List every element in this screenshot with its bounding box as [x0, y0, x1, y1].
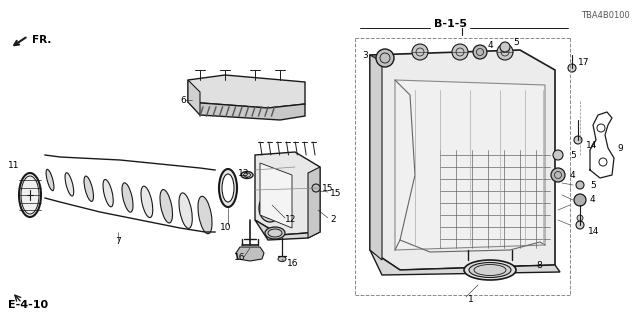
- Text: FR.: FR.: [32, 35, 51, 45]
- Text: TBA4B0100: TBA4B0100: [581, 11, 630, 20]
- Polygon shape: [255, 152, 320, 235]
- Ellipse shape: [84, 176, 93, 201]
- Text: 14: 14: [588, 228, 600, 236]
- Polygon shape: [370, 50, 555, 270]
- Ellipse shape: [103, 180, 113, 207]
- Circle shape: [473, 45, 487, 59]
- Ellipse shape: [179, 193, 192, 228]
- Text: 17: 17: [578, 58, 589, 67]
- Ellipse shape: [219, 169, 237, 207]
- Circle shape: [576, 221, 584, 229]
- Circle shape: [597, 124, 605, 132]
- Ellipse shape: [222, 174, 234, 202]
- Text: 9: 9: [617, 143, 623, 153]
- Text: 15: 15: [330, 188, 342, 197]
- Circle shape: [412, 44, 428, 60]
- Polygon shape: [370, 250, 560, 275]
- Circle shape: [553, 150, 563, 160]
- Circle shape: [568, 64, 576, 72]
- Circle shape: [599, 158, 607, 166]
- Ellipse shape: [65, 173, 74, 196]
- Polygon shape: [188, 80, 200, 115]
- Text: -: -: [245, 173, 248, 182]
- Circle shape: [574, 136, 582, 144]
- Polygon shape: [188, 75, 305, 108]
- Text: 7: 7: [115, 237, 121, 246]
- Ellipse shape: [469, 262, 511, 277]
- Circle shape: [574, 194, 586, 206]
- Text: 11: 11: [8, 161, 19, 170]
- Circle shape: [576, 181, 584, 189]
- Text: 5: 5: [513, 37, 519, 46]
- Circle shape: [312, 184, 320, 192]
- Text: 1: 1: [468, 295, 474, 305]
- Circle shape: [452, 44, 468, 60]
- Text: B-1-5: B-1-5: [433, 19, 467, 29]
- Ellipse shape: [160, 189, 173, 223]
- Circle shape: [577, 215, 583, 221]
- Polygon shape: [395, 80, 545, 250]
- Text: 4: 4: [488, 41, 493, 50]
- Text: 10: 10: [220, 223, 232, 233]
- Text: 14: 14: [586, 140, 597, 149]
- Circle shape: [551, 168, 565, 182]
- Text: 16: 16: [234, 253, 246, 262]
- Ellipse shape: [278, 257, 286, 261]
- Text: 3: 3: [362, 51, 368, 60]
- Ellipse shape: [241, 172, 253, 179]
- Text: E-4-10: E-4-10: [8, 300, 48, 310]
- Text: 15: 15: [322, 183, 333, 193]
- Polygon shape: [188, 102, 305, 120]
- Circle shape: [497, 44, 513, 60]
- Circle shape: [500, 42, 510, 52]
- Polygon shape: [308, 167, 320, 238]
- Text: 4: 4: [590, 196, 596, 204]
- Ellipse shape: [122, 183, 133, 212]
- Text: 13: 13: [238, 169, 250, 178]
- Text: 5: 5: [590, 180, 596, 189]
- Text: 12: 12: [285, 215, 296, 225]
- Text: 6: 6: [180, 95, 186, 105]
- Ellipse shape: [46, 169, 54, 191]
- Text: 4: 4: [570, 171, 575, 180]
- Polygon shape: [260, 163, 292, 228]
- Ellipse shape: [19, 173, 41, 217]
- Text: 2: 2: [330, 215, 335, 225]
- Polygon shape: [370, 55, 382, 260]
- Text: 16: 16: [287, 259, 298, 268]
- Ellipse shape: [265, 227, 285, 239]
- Ellipse shape: [198, 196, 212, 234]
- Circle shape: [376, 49, 394, 67]
- Text: 8: 8: [536, 260, 541, 269]
- Polygon shape: [236, 247, 264, 261]
- Ellipse shape: [464, 260, 516, 280]
- Text: 5: 5: [570, 150, 576, 159]
- Ellipse shape: [259, 194, 281, 222]
- Ellipse shape: [141, 186, 153, 218]
- Ellipse shape: [262, 197, 278, 219]
- Polygon shape: [255, 220, 320, 240]
